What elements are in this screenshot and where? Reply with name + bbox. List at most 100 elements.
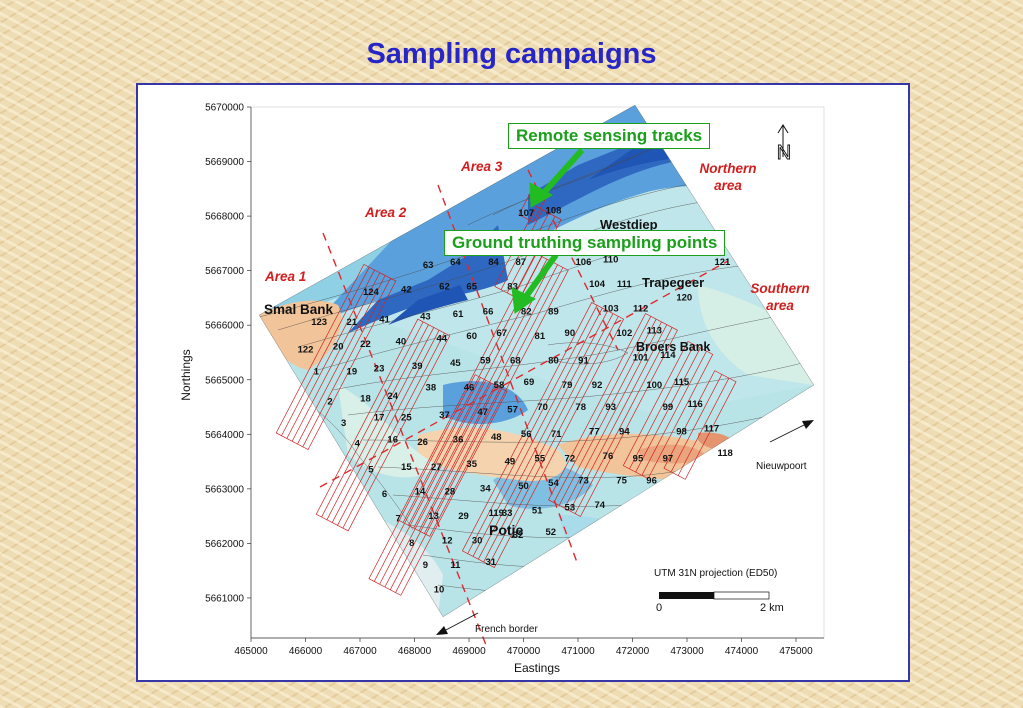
sampling-point-label: 64	[450, 257, 461, 268]
sampling-point-label: 104	[589, 279, 606, 290]
sampling-point-label: 25	[401, 413, 412, 424]
sampling-point-label: 24	[387, 391, 398, 402]
sampling-point-label: 16	[387, 434, 398, 445]
sampling-point-label: 37	[439, 410, 450, 421]
sampling-point-label: 42	[401, 284, 412, 295]
sampling-point-label: 43	[420, 312, 431, 323]
y-tick-label: 5665000	[205, 375, 244, 386]
sampling-point-label: 58	[494, 380, 505, 391]
sampling-point-label: 55	[535, 454, 546, 465]
sampling-point-label: 78	[575, 402, 586, 413]
x-tick-label: 466000	[289, 646, 323, 657]
sampling-point-label: 40	[396, 336, 407, 347]
sampling-point-label: 23	[374, 364, 385, 375]
french-border-label: French border	[475, 624, 538, 635]
area-3-label: Area 3	[460, 159, 503, 174]
sampling-point-label: 117	[704, 424, 719, 435]
sampling-point-label: 17	[374, 413, 385, 424]
southern-area-label-line1: Southern	[750, 281, 809, 296]
sampling-point-label: 107	[518, 208, 534, 219]
y-tick-label: 5670000	[205, 103, 244, 114]
sampling-point-label: 83	[507, 282, 518, 293]
sampling-point-label: 8	[409, 538, 414, 549]
sampling-point-label: 90	[565, 328, 576, 339]
sampling-point-label: 52	[545, 527, 556, 538]
x-tick-label: 469000	[452, 646, 486, 657]
sampling-point-label: 92	[592, 380, 603, 391]
sampling-point-label: 35	[466, 459, 477, 470]
sampling-point-label: 98	[676, 426, 687, 437]
sampling-point-label: 54	[548, 478, 559, 489]
nieuwpoort-label: Nieuwpoort	[756, 461, 807, 472]
sampling-point-label: 115	[674, 377, 690, 388]
north-arrow-icon	[777, 124, 789, 157]
x-tick-group: 465000 466000 467000 468000 469000 470000 4710…	[234, 638, 813, 657]
southern-area-label-line2: area	[766, 298, 794, 313]
sampling-point-label: 10	[434, 584, 445, 595]
northern-area-label-line2: area	[714, 178, 742, 193]
sampling-point-label: 47	[477, 407, 488, 418]
sampling-point-label: 46	[464, 383, 475, 394]
sampling-point-label: 70	[537, 402, 548, 413]
sampling-point-label: 60	[466, 331, 477, 342]
sampling-point-label: 29	[458, 511, 469, 522]
sampling-point-label: 65	[466, 282, 477, 293]
sampling-point-label: 18	[360, 394, 371, 405]
map-svg: 465000 466000 467000 468000 469000 470000 4710…	[179, 103, 825, 675]
x-tick-label: 471000	[561, 646, 595, 657]
sampling-point-label: 91	[578, 355, 589, 366]
y-tick-label: 5661000	[205, 593, 244, 604]
y-tick-label: 5667000	[205, 266, 244, 277]
sampling-point-label: 34	[480, 484, 491, 495]
sampling-point-label: 108	[546, 205, 562, 216]
sampling-point-label: 50	[518, 481, 529, 492]
sampling-point-label: 9	[423, 560, 428, 571]
x-tick-label: 468000	[398, 646, 432, 657]
sampling-point-label: 26	[417, 437, 428, 448]
sampling-point-label: 3	[341, 418, 346, 429]
y-axis-label: Northings	[179, 349, 193, 400]
sampling-point-label: 110	[603, 254, 618, 265]
sampling-point-label: 96	[646, 475, 657, 486]
sampling-point-label: 72	[565, 454, 576, 465]
ground-truthing-callout: Ground truthing sampling points	[444, 230, 726, 256]
sampling-point-label: 45	[450, 358, 461, 369]
sampling-point-label: 12	[442, 535, 453, 546]
sampling-point-label: 114	[660, 350, 676, 361]
sampling-point-label: 53	[565, 503, 576, 514]
sampling-point-label: 68	[510, 355, 521, 366]
sampling-point-label: 122	[298, 344, 314, 355]
sampling-point-label: 66	[483, 306, 494, 317]
map-figure: 465000 466000 467000 468000 469000 470000 4710…	[136, 83, 910, 682]
sampling-point-label: 87	[515, 257, 526, 268]
sampling-point-label: 1	[314, 366, 320, 377]
northern-area-label-line1: Northern	[700, 161, 757, 176]
sampling-point-label: 101	[633, 353, 650, 364]
sampling-point-label: 5	[368, 464, 374, 475]
sampling-point-label: 20	[333, 342, 344, 353]
sampling-point-label: 59	[480, 355, 491, 366]
remote-sensing-callout: Remote sensing tracks	[508, 123, 711, 149]
sampling-point-label: 31	[486, 557, 497, 568]
sampling-point-label: 51	[532, 505, 543, 516]
sampling-point-label: 102	[616, 328, 632, 339]
sampling-point-label: 111	[617, 279, 633, 290]
sampling-point-label: 14	[415, 486, 426, 497]
sampling-point-label: 15	[401, 462, 412, 473]
y-tick-label: 5662000	[205, 539, 244, 550]
callout-arrows	[511, 148, 585, 314]
sampling-point-label: 81	[535, 331, 546, 342]
y-tick-label: 5669000	[205, 157, 244, 168]
y-tick-label: 5666000	[205, 321, 244, 332]
sampling-point-label: 93	[605, 402, 616, 413]
sampling-point-label: 121	[714, 257, 731, 268]
sampling-point-label: 97	[663, 454, 674, 465]
sampling-point-label: 27	[431, 462, 442, 473]
north-arrow-label: N	[777, 142, 791, 164]
sampling-point-label: 77	[589, 426, 600, 437]
trapegeer-label: Trapegeer	[642, 275, 704, 290]
sampling-point-label: 6	[382, 489, 387, 500]
sampling-point-label: 69	[524, 377, 535, 388]
sampling-point-label: 120	[676, 293, 692, 304]
sampling-point-label: 7	[396, 514, 401, 525]
